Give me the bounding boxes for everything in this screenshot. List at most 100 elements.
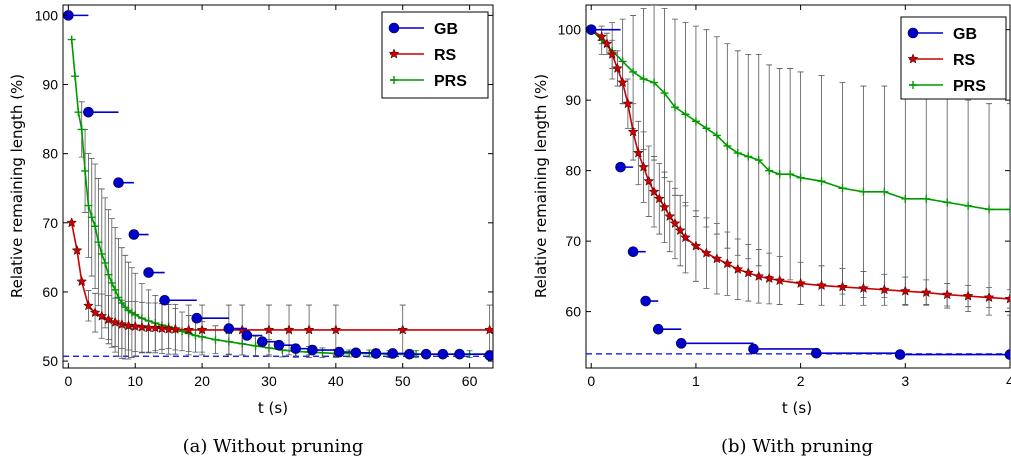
data-point — [638, 161, 649, 172]
legend-marker — [907, 27, 919, 39]
data-point — [795, 277, 807, 289]
data-point — [103, 313, 114, 325]
data-point — [183, 324, 195, 335]
data-point — [748, 343, 759, 355]
data-point — [83, 300, 94, 311]
y-tick-label: 60 — [42, 284, 58, 300]
data-point — [816, 279, 827, 291]
data-point — [116, 318, 128, 330]
series-rs — [586, 23, 1010, 309]
data-point — [774, 274, 786, 286]
data-point — [723, 141, 732, 150]
data-point — [71, 244, 83, 256]
series-gb — [586, 24, 1010, 360]
data-point — [149, 322, 161, 333]
panel-a-without-pruning: 0 10 20 30 40 50 60 50 60 70 80 90 100 t (s) Relativ… — [8, 4, 494, 457]
legend-marker — [909, 81, 917, 89]
data-point — [742, 267, 754, 278]
data-point — [859, 187, 868, 196]
data-point — [318, 348, 327, 357]
data-point — [894, 349, 906, 360]
data-point — [811, 347, 822, 359]
data-point — [632, 147, 644, 158]
data-point — [136, 321, 148, 332]
data-point — [922, 194, 931, 203]
data-point — [701, 247, 712, 258]
y-tick-label: 70 — [565, 233, 581, 249]
series-layer — [63, 10, 493, 361]
panel-b-with-pruning: 0 1 2 3 4 60 70 80 90 100 t (s) Relative remainin… — [532, 4, 1011, 457]
data-point — [350, 347, 362, 359]
y-axis-label: Relative remaining length (%) — [532, 74, 550, 298]
data-point — [1006, 205, 1010, 214]
data-point — [837, 281, 848, 292]
data-point — [107, 278, 116, 287]
data-point — [397, 324, 409, 335]
x-tick-label: 20 — [194, 373, 210, 389]
y-axis-label: Relative remaining length (%) — [8, 74, 26, 298]
error-bar — [1007, 103, 1010, 316]
data-point — [71, 72, 80, 81]
data-point — [941, 289, 953, 300]
data-point — [920, 286, 932, 298]
data-point — [113, 177, 124, 188]
data-point — [691, 117, 700, 126]
legend: GB RS PRS — [900, 16, 1007, 100]
data-point — [612, 62, 623, 74]
data-point — [114, 293, 123, 302]
data-point — [196, 324, 208, 335]
data-point — [601, 38, 613, 49]
x-tick-label: 50 — [395, 373, 411, 389]
legend-marker — [390, 76, 398, 84]
data-point — [290, 343, 302, 354]
data-point — [94, 238, 103, 247]
data-point — [702, 124, 711, 133]
legend-label: GB — [953, 26, 977, 43]
series-line — [591, 28, 1010, 356]
data-point — [159, 294, 170, 306]
x-tick-label: 0 — [587, 373, 595, 389]
data-point — [733, 149, 742, 158]
x-tick-label: 2 — [797, 373, 805, 389]
data-point — [838, 184, 847, 193]
x-tick-label: 10 — [127, 373, 143, 389]
data-point — [732, 263, 744, 274]
data-point — [330, 324, 342, 335]
data-point — [178, 327, 187, 336]
data-point — [615, 161, 626, 173]
legend-label: PRS — [434, 73, 467, 90]
data-point — [964, 201, 973, 210]
y-tick-label: 100 — [558, 22, 582, 38]
data-point — [983, 291, 995, 303]
data-point — [76, 275, 88, 287]
y-tick-label: 80 — [565, 163, 581, 179]
data-point — [256, 336, 268, 348]
y-tick-label: 90 — [565, 92, 581, 108]
data-point — [690, 240, 702, 251]
series-layer — [586, 5, 1010, 360]
x-tick-label: 4 — [1006, 373, 1011, 389]
data-point — [681, 110, 690, 119]
data-point — [66, 217, 78, 228]
data-point — [617, 76, 629, 88]
data-point — [712, 131, 721, 140]
data-point — [674, 224, 686, 236]
x-axis-label: t (s) — [782, 399, 812, 417]
data-point — [985, 205, 994, 214]
data-point — [81, 166, 90, 175]
data-point — [962, 290, 974, 301]
legend-label: GB — [434, 21, 458, 38]
data-point — [648, 186, 660, 197]
data-point — [1004, 293, 1010, 304]
data-point — [744, 152, 753, 161]
data-point — [89, 307, 101, 318]
data-point — [67, 35, 76, 44]
data-point — [404, 348, 415, 360]
data-point — [753, 270, 765, 281]
data-point — [465, 350, 474, 359]
data-point — [763, 272, 775, 284]
data-point — [74, 108, 83, 117]
data-point — [880, 187, 889, 196]
legend: GB RS PRS — [381, 11, 489, 99]
